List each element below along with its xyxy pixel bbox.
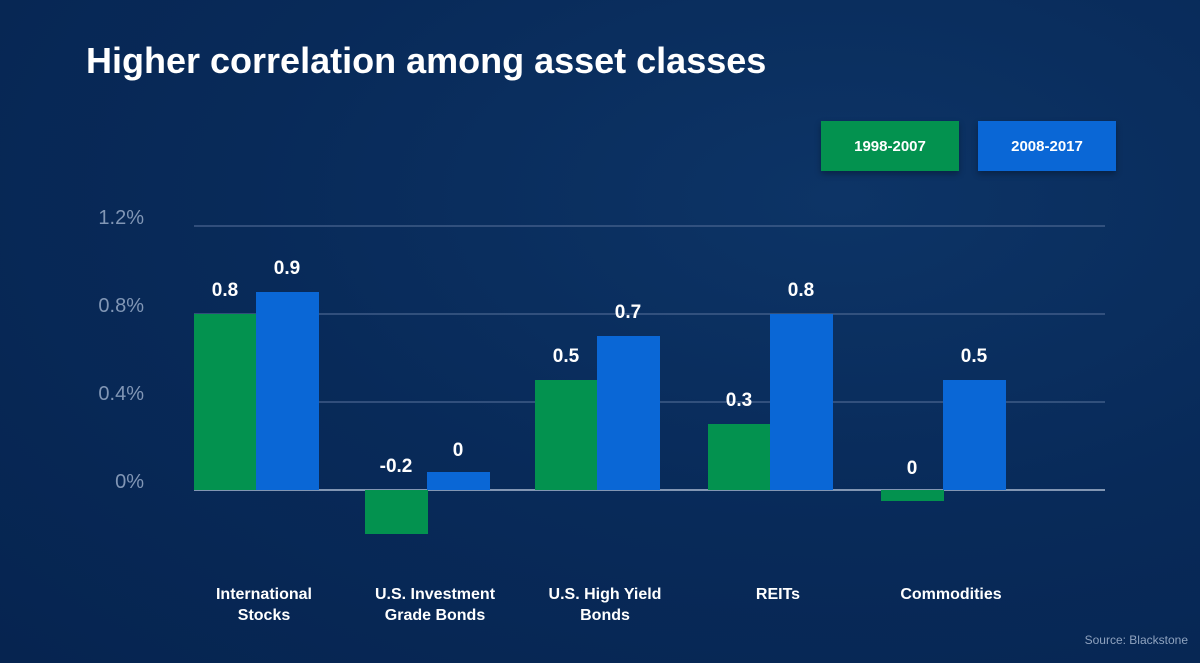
data-label: 0.3	[726, 390, 752, 411]
data-label: -0.2	[380, 456, 413, 477]
x-tick-label: U.S. Investment	[375, 586, 496, 603]
x-tick-label: REITs	[756, 586, 800, 603]
bar-1998-2007	[881, 490, 944, 501]
legend-item-2008-2017: 2008-2017	[978, 121, 1116, 171]
y-tick-label: 0.4%	[98, 383, 144, 405]
x-tick-label: Bonds	[580, 607, 630, 624]
bar-1998-2007	[535, 380, 598, 490]
bar-1998-2007	[708, 424, 771, 490]
data-label: 0.7	[615, 302, 641, 323]
bar-1998-2007	[194, 314, 257, 490]
bar-2008-2017	[256, 292, 319, 490]
x-tick-label: Commodities	[900, 586, 1001, 603]
data-label: 0.8	[788, 280, 814, 301]
x-tick-label: International	[216, 586, 312, 603]
bar-2008-2017	[597, 336, 660, 490]
y-tick-label: 1.2%	[98, 207, 144, 229]
y-tick-label: 0.8%	[98, 295, 144, 317]
data-label: 0.9	[274, 258, 300, 279]
bar-2008-2017	[943, 380, 1006, 490]
legend-item-1998-2007: 1998-2007	[821, 121, 959, 171]
x-tick-label: Stocks	[238, 607, 291, 624]
x-tick-label: U.S. High Yield	[549, 586, 662, 603]
bar-2008-2017	[427, 472, 490, 490]
y-tick-label: 0%	[115, 471, 144, 493]
chart-title: Higher correlation among asset classes	[86, 40, 767, 81]
data-label: 0.5	[961, 346, 988, 367]
x-tick-label: Grade Bonds	[385, 607, 486, 624]
data-label: 0.5	[553, 346, 580, 367]
source-note: Source: Blackstone	[1084, 633, 1188, 647]
bar-1998-2007	[365, 490, 428, 534]
data-label: 0	[907, 458, 918, 479]
data-label: 0.8	[212, 280, 238, 301]
data-label: 0	[453, 440, 464, 461]
bar-2008-2017	[770, 314, 833, 490]
